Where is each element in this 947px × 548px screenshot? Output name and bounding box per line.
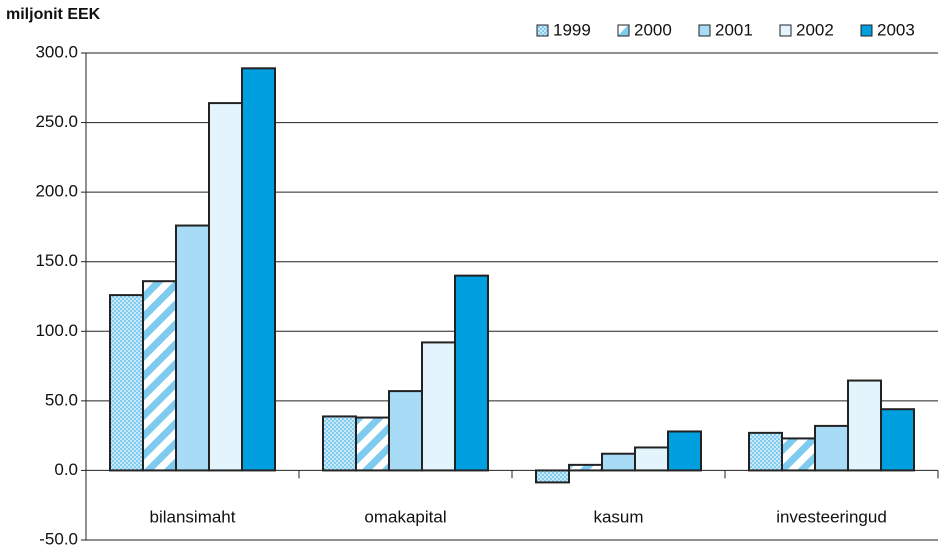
bar (667, 430, 702, 472)
x-tick-label: omakapital (364, 507, 446, 526)
legend-swatch (536, 24, 549, 37)
bar (634, 446, 669, 472)
legend-swatch (617, 24, 630, 37)
bar (880, 408, 915, 472)
bar (241, 67, 276, 472)
bar (454, 274, 489, 472)
bar (421, 341, 456, 472)
bar (175, 224, 210, 472)
bar (748, 431, 783, 472)
legend-swatch (698, 24, 711, 37)
bar (142, 280, 177, 472)
legend-label: 2001 (715, 20, 753, 39)
y-tick-label: 250.0 (35, 112, 78, 131)
x-tick-label: bilansimaht (150, 507, 236, 526)
bar (568, 463, 603, 472)
y-tick-label: 300.0 (35, 42, 78, 61)
bar (109, 294, 144, 472)
bar (601, 452, 636, 472)
y-tick-label: -50.0 (39, 529, 78, 548)
legend-label: 2002 (796, 20, 834, 39)
bar (535, 469, 570, 484)
bar (322, 415, 357, 472)
legend-label: 2000 (634, 20, 672, 39)
chart-title: miljonit EEK (6, 6, 101, 23)
bar (388, 390, 423, 472)
bar (847, 379, 882, 472)
y-tick-label: 150.0 (35, 251, 78, 270)
y-tick-label: 100.0 (35, 321, 78, 340)
x-tick-label: investeeringud (776, 507, 887, 526)
x-tick-label: kasum (593, 507, 643, 526)
legend-label: 2003 (877, 20, 915, 39)
y-tick-label: 0.0 (54, 460, 78, 479)
bar (208, 102, 243, 472)
legend-swatch (860, 24, 873, 37)
legend-label: 1999 (553, 20, 591, 39)
y-tick-label: 200.0 (35, 182, 78, 201)
y-tick-label: 50.0 (45, 390, 78, 409)
bar (814, 424, 849, 472)
bar (355, 416, 390, 472)
legend-swatch (779, 24, 792, 37)
bar (781, 437, 816, 472)
